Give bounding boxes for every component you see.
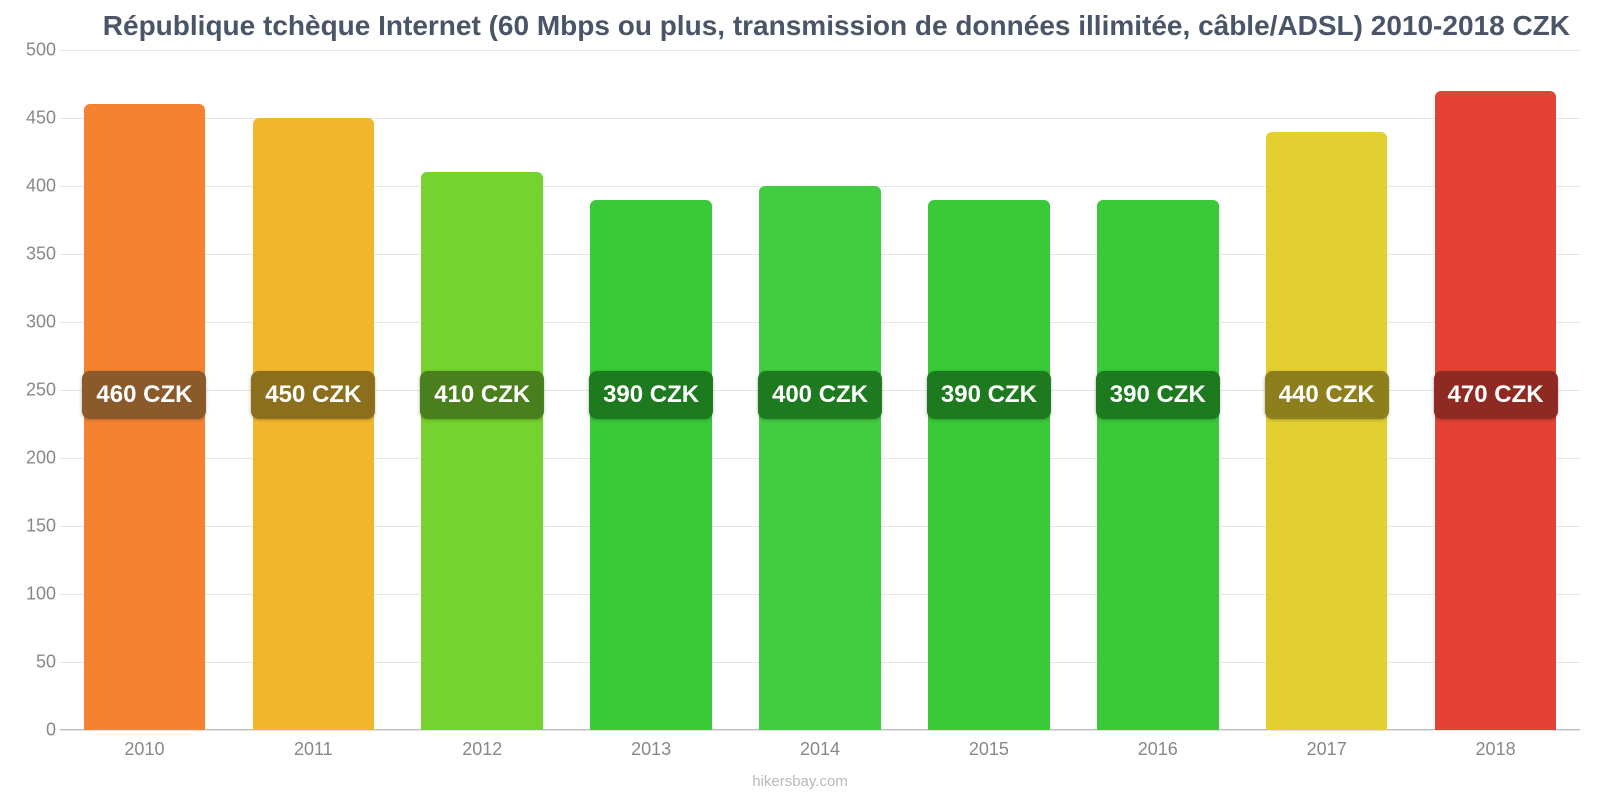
bar-slot: 410 CZK [398,50,567,730]
x-tick-label: 2010 [60,739,229,760]
value-badge: 460 CZK [82,371,206,419]
chart-title: République tchèque Internet (60 Mbps ou … [20,10,1580,42]
y-tick-label: 100 [12,584,56,605]
bar [1097,200,1219,730]
y-tick-label: 450 [12,108,56,129]
bar [590,200,712,730]
bar-slot: 390 CZK [904,50,1073,730]
source-credit: hikersbay.com [0,773,1600,790]
value-badge: 410 CZK [420,371,544,419]
value-badge: 390 CZK [589,371,713,419]
value-badge: 400 CZK [758,371,882,419]
bar-slot: 460 CZK [60,50,229,730]
x-tick-label: 2018 [1411,739,1580,760]
x-tick-label: 2015 [904,739,1073,760]
x-tick-label: 2011 [229,739,398,760]
y-tick-label: 500 [12,40,56,61]
grid-line [60,730,1580,731]
bar-slot: 440 CZK [1242,50,1411,730]
x-tick-label: 2016 [1073,739,1242,760]
y-tick-label: 150 [12,516,56,537]
y-tick-label: 300 [12,312,56,333]
bar [1266,132,1388,730]
y-tick-label: 200 [12,448,56,469]
y-tick-label: 50 [12,652,56,673]
bar-slot: 450 CZK [229,50,398,730]
x-tick-label: 2013 [567,739,736,760]
y-tick-label: 400 [12,176,56,197]
x-axis-labels: 201020112012201320142015201620172018 [60,739,1580,760]
y-tick-label: 350 [12,244,56,265]
value-badge: 450 CZK [251,371,375,419]
x-tick-label: 2017 [1242,739,1411,760]
bar-slot: 400 CZK [736,50,905,730]
value-badge: 390 CZK [927,371,1051,419]
bar [928,200,1050,730]
y-tick-label: 0 [12,720,56,741]
value-badge: 470 CZK [1434,371,1558,419]
bar-slot: 390 CZK [1073,50,1242,730]
bar [253,118,375,730]
plot-area: 050100150200250300350400450500460 CZK450… [60,50,1580,730]
bar-slot: 390 CZK [567,50,736,730]
y-tick-label: 250 [12,380,56,401]
bar-slot: 470 CZK [1411,50,1580,730]
bar [421,172,543,730]
value-badge: 440 CZK [1265,371,1389,419]
bar [759,186,881,730]
x-tick-label: 2014 [736,739,905,760]
value-badge: 390 CZK [1096,371,1220,419]
x-tick-label: 2012 [398,739,567,760]
chart-container: République tchèque Internet (60 Mbps ou … [0,0,1600,800]
bars-group: 460 CZK 450 CZK 410 CZK 390 CZK 400 CZK 390 C… [60,50,1580,730]
